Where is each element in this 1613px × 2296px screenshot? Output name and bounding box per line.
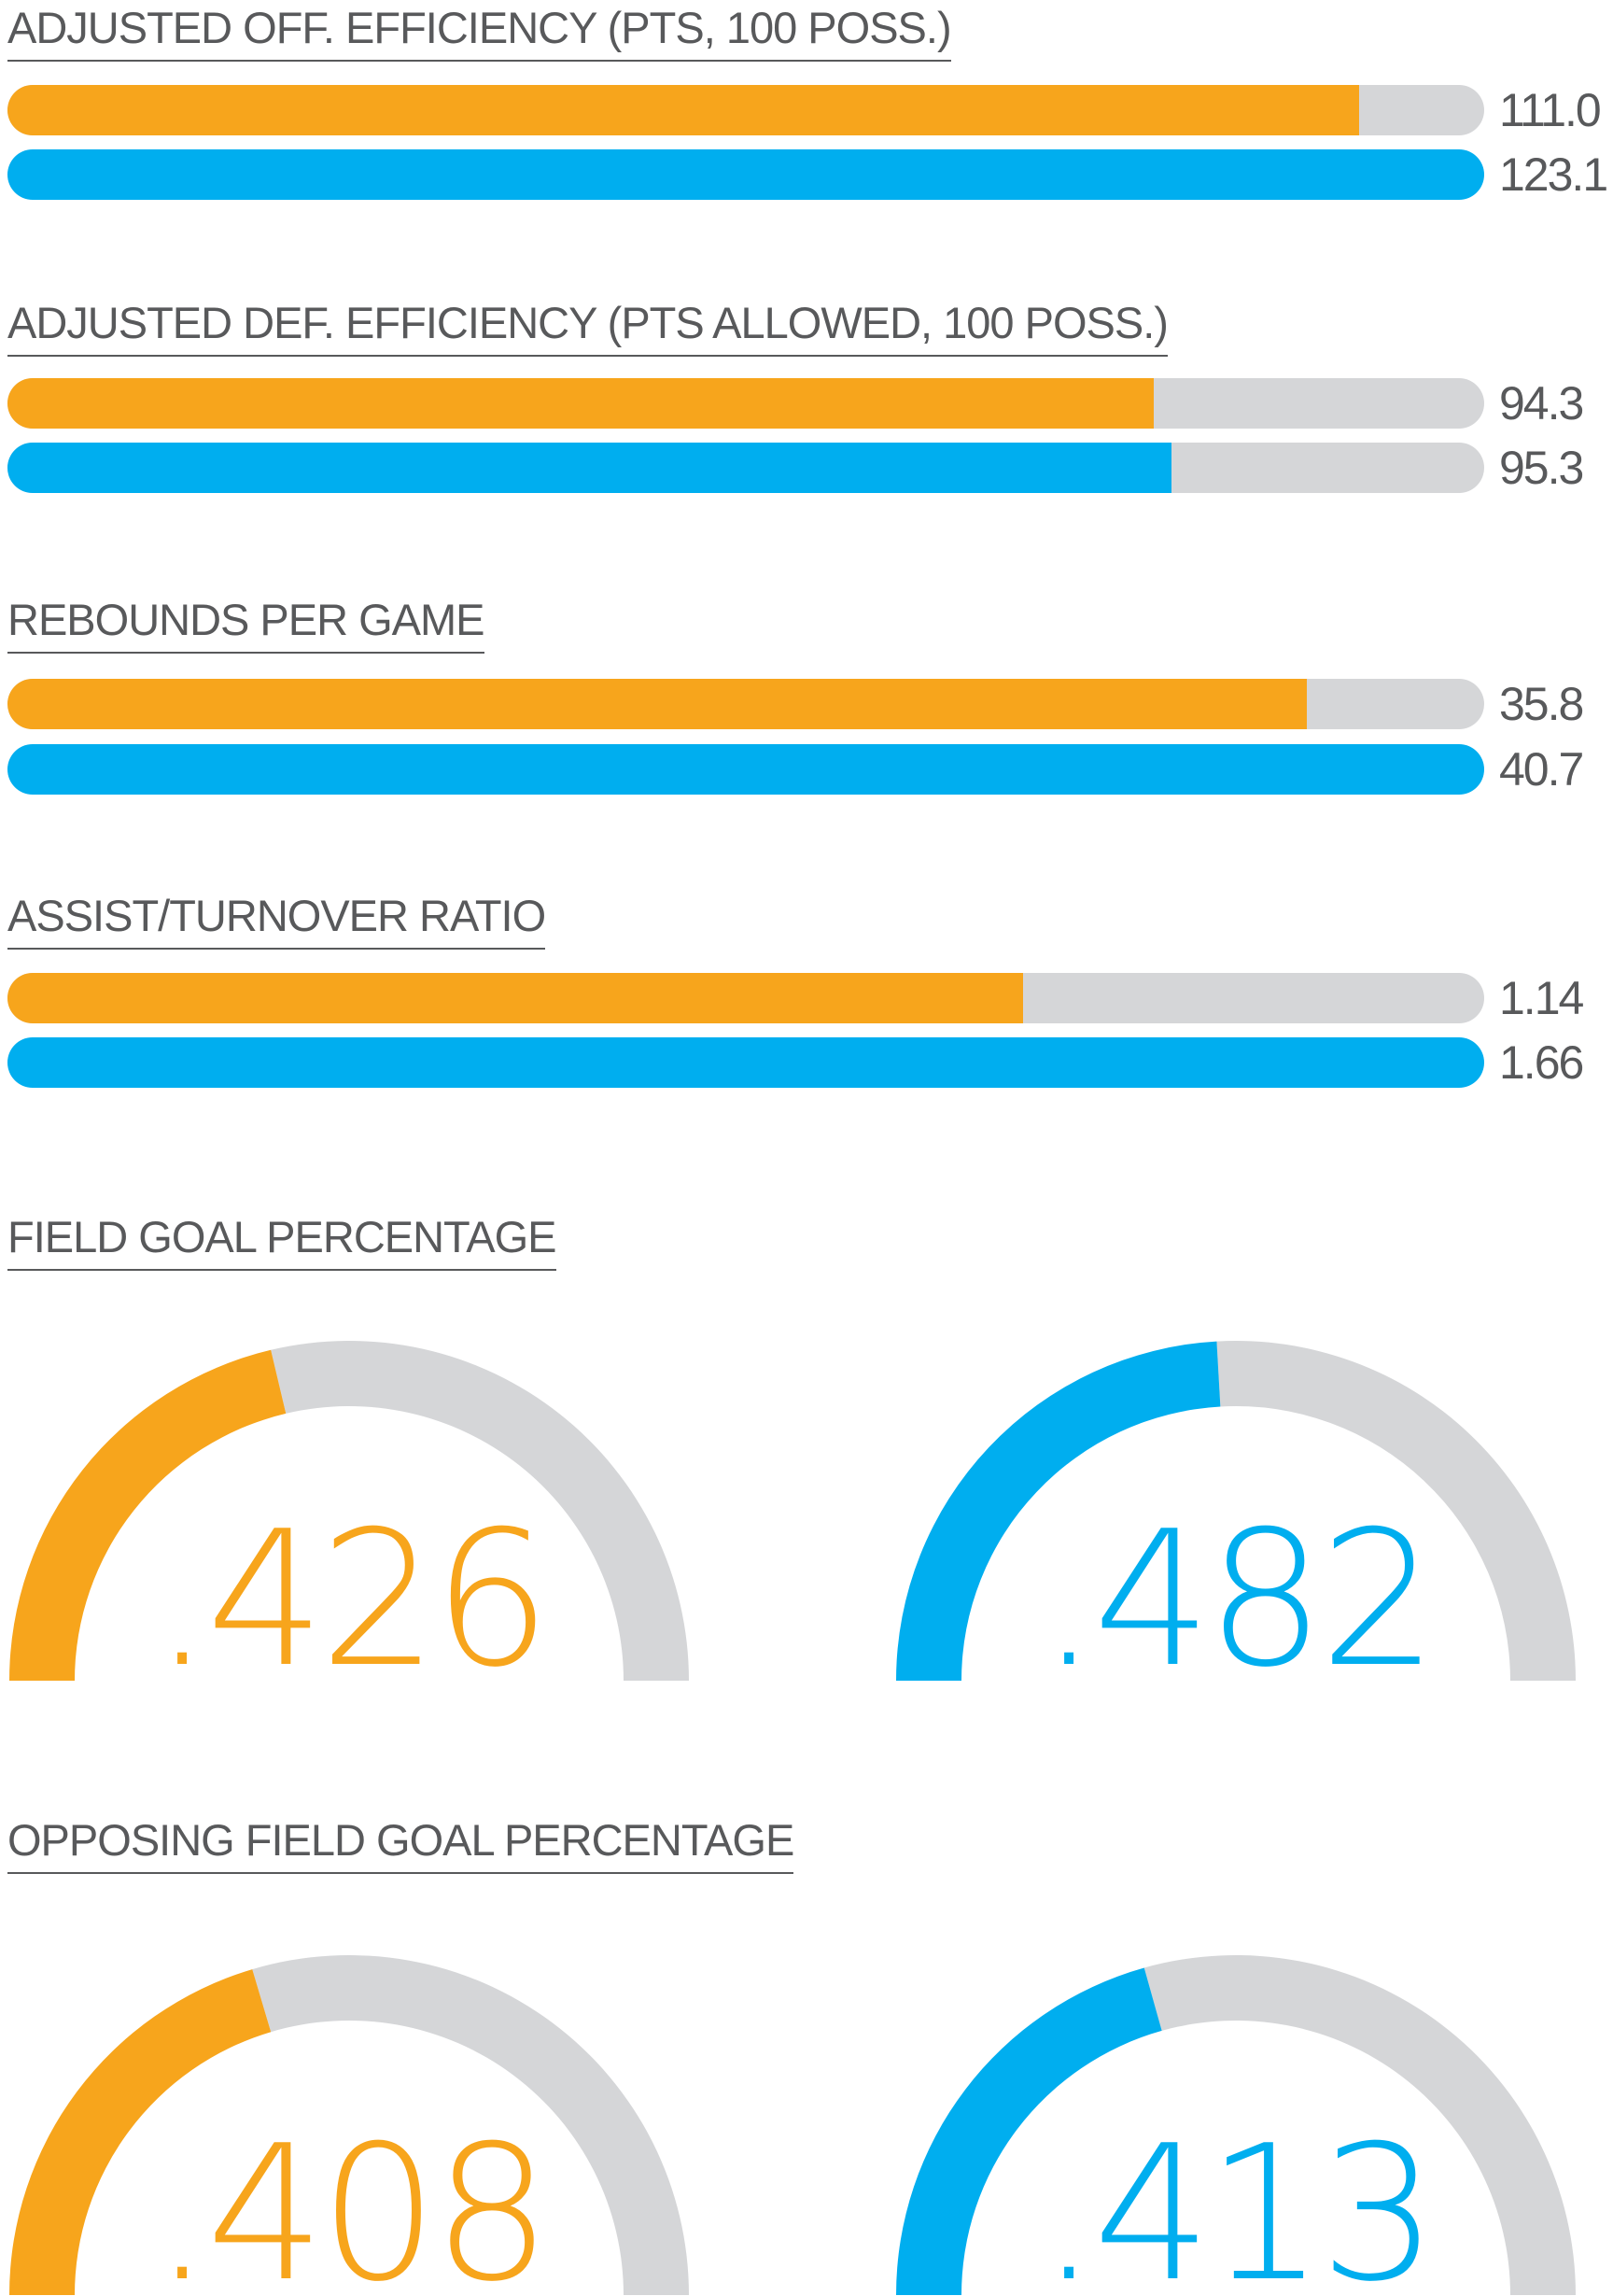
bar-def-eff-team-a bbox=[7, 378, 1484, 429]
gauge-value-team-b: .413 bbox=[1039, 2106, 1432, 2296]
bar-fill bbox=[7, 973, 1024, 1023]
title-off-efficiency: ADJUSTED OFF. EFFICIENCY (PTS, 100 POSS.… bbox=[7, 2, 952, 62]
gauge-fill-team-b bbox=[896, 1341, 1221, 1681]
title-rebounds: REBOUNDS PER GAME bbox=[7, 594, 485, 654]
title-fg-pct: FIELD GOAL PERCENTAGE bbox=[7, 1211, 557, 1271]
gauge-fill-team-b bbox=[896, 1967, 1162, 2295]
gauge-track bbox=[1143, 1955, 1576, 2295]
bar-fill bbox=[7, 744, 1484, 795]
bar-off-eff-team-b bbox=[7, 149, 1484, 200]
title-opp-fg-pct: OPPOSING FIELD GOAL PERCENTAGE bbox=[7, 1814, 794, 1874]
bar-fill bbox=[7, 378, 1154, 429]
bar-ast-to-team-a bbox=[7, 973, 1484, 1023]
bar-fill bbox=[7, 149, 1484, 200]
value-rebounds-team-a: 35.8 bbox=[1499, 678, 1584, 730]
bar-off-eff-team-a bbox=[7, 85, 1484, 135]
bar-def-eff-team-b bbox=[7, 443, 1484, 493]
gauge-value-team-a: .408 bbox=[152, 2106, 545, 2296]
bar-fill bbox=[7, 443, 1171, 493]
value-ast-to-team-a: 1.14 bbox=[1499, 972, 1584, 1024]
value-def-eff-team-b: 95.3 bbox=[1499, 442, 1584, 494]
title-def-efficiency: ADJUSTED DEF. EFFICIENCY (PTS ALLOWED, 1… bbox=[7, 297, 1169, 357]
bar-fill bbox=[7, 679, 1308, 729]
title-assist-turnover: ASSIST/TURNOVER RATIO bbox=[7, 890, 546, 950]
bar-rebounds-team-a bbox=[7, 679, 1484, 729]
bar-fill bbox=[7, 85, 1359, 135]
gauge-value-team-a: .426 bbox=[152, 1491, 545, 1709]
bar-rebounds-team-b bbox=[7, 744, 1484, 795]
gauge-fill-team-a bbox=[9, 1969, 272, 2295]
gauge-track bbox=[1216, 1340, 1576, 1681]
value-ast-to-team-b: 1.66 bbox=[1499, 1036, 1584, 1089]
value-rebounds-team-b: 40.7 bbox=[1499, 743, 1584, 796]
gauge-track bbox=[252, 1955, 689, 2295]
bar-fill bbox=[7, 1037, 1484, 1088]
value-off-eff-team-b: 123.1 bbox=[1499, 148, 1608, 201]
bar-ast-to-team-b bbox=[7, 1037, 1484, 1088]
gauge-value-team-b: .482 bbox=[1039, 1491, 1432, 1709]
gauge-fill-team-a bbox=[9, 1349, 287, 1681]
value-off-eff-team-a: 111.0 bbox=[1499, 84, 1602, 136]
gauge-track bbox=[271, 1341, 689, 1681]
value-def-eff-team-a: 94.3 bbox=[1499, 377, 1584, 430]
